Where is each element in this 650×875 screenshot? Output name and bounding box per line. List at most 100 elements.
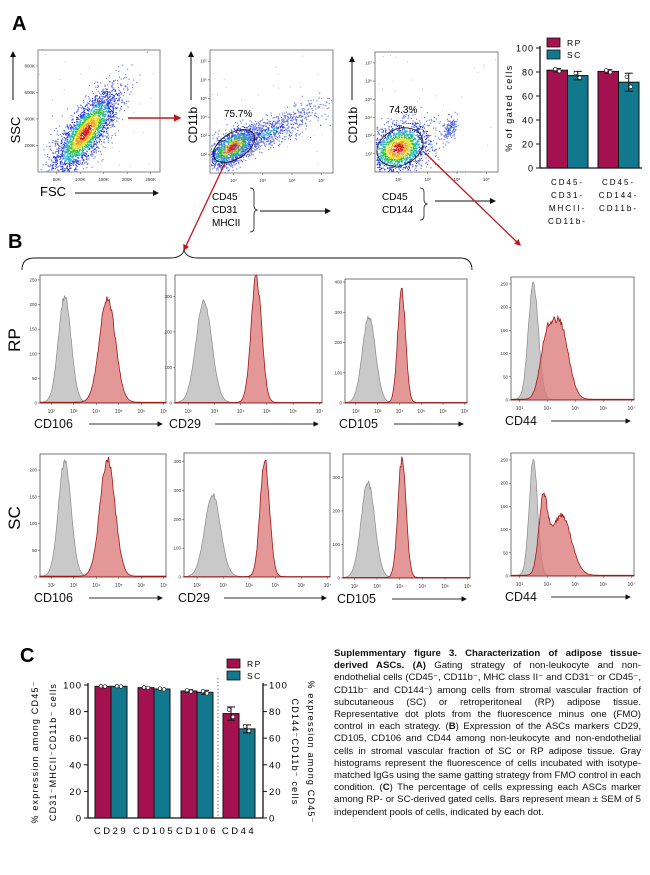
data-point	[145, 685, 151, 691]
x-tick-label: 200K	[122, 177, 133, 182]
x-tick-label: 10⁴	[454, 177, 461, 182]
y-tick-label: 20	[269, 787, 282, 798]
caption-title: Suplemmentary figure 3. Characterization…	[334, 648, 641, 672]
y-tick-label: 0	[528, 164, 534, 174]
y-tick-label: 80	[269, 707, 282, 718]
stained-histogram	[39, 456, 167, 578]
y-tick-label: 0	[76, 814, 82, 825]
x-tick-label: 10⁵	[263, 409, 271, 415]
y-tick-label: 200	[29, 468, 37, 473]
x-label-line: CD31	[212, 205, 238, 216]
bar-sc	[567, 75, 589, 169]
stained-histogram	[344, 287, 468, 404]
data-point	[557, 68, 562, 74]
x-tick-label: 10⁶	[441, 584, 449, 590]
data-point	[184, 688, 190, 693]
x-tick-label: 10²	[395, 177, 402, 182]
x-tick-label: 10⁶	[289, 409, 297, 415]
y-tick-label: 0	[505, 398, 508, 403]
x-tick-label: 10⁵	[271, 583, 279, 589]
gate-arrow	[424, 152, 521, 246]
x-tick-label: 10²	[193, 583, 201, 589]
y-tick-label: 100	[63, 681, 82, 692]
stained-histogram	[39, 296, 167, 404]
y-tick-label: 10⁶	[200, 77, 207, 82]
gate-percent: 75.7%	[224, 109, 252, 120]
data-point	[200, 689, 206, 694]
x-tick-label: 10⁶	[289, 178, 296, 183]
x-tick-label: 10⁴	[92, 409, 100, 415]
y-tick-label: 10⁵	[200, 96, 207, 101]
y-tick-label: 10²	[200, 152, 207, 157]
x-tick-label: 10⁵	[259, 178, 266, 183]
x-tick-label: 100K	[75, 177, 86, 182]
y-tick-label: 200	[29, 302, 37, 307]
y-tick-label: 250	[29, 277, 37, 282]
x-tick-label: 10⁴	[237, 409, 245, 415]
category-label: CD44	[222, 826, 256, 837]
data-point	[204, 691, 210, 696]
caption-c-label: C	[382, 782, 390, 794]
panel-label-a: A	[12, 13, 26, 35]
cd11b-axis-label: CD11b	[346, 106, 360, 143]
bar-sc	[238, 728, 256, 819]
stained-histogram	[174, 274, 323, 404]
gate-arrow	[183, 162, 226, 252]
x-label-line: CD45	[382, 192, 408, 203]
y-tick-label: 200	[173, 517, 181, 522]
y-tick-label: 0	[269, 814, 275, 825]
x-tick-label: 10⁶	[599, 582, 607, 588]
y-tick-label: 50	[32, 376, 38, 381]
y-tick-label: 600K	[24, 90, 35, 95]
y-tick-label: 200	[500, 481, 508, 486]
y-tick-label: 10⁴	[200, 115, 207, 120]
data-point	[157, 686, 163, 691]
y-tick-label: 60	[269, 734, 282, 745]
y-axis-label-right: % expression among CD45⁻	[306, 680, 316, 823]
x-tick-label: 10²	[48, 583, 56, 589]
legend-label: RP	[247, 659, 262, 669]
stained-histogram	[342, 456, 471, 579]
x-tick-label: 10⁷	[316, 409, 324, 415]
x-label-line: CD45	[212, 192, 238, 203]
x-tick-label: 10⁵	[571, 406, 579, 412]
y-tick-label: 100	[173, 546, 181, 551]
y-tick-label: 100	[516, 44, 534, 54]
x-tick-label: 10⁴	[230, 178, 237, 183]
y-tick-label: 10⁷	[200, 59, 207, 64]
y-tick-label: 300	[334, 310, 342, 315]
y-tick-label: 150	[29, 494, 37, 499]
category-label: CD11b-	[599, 204, 638, 213]
x-tick-label: 10⁴	[543, 406, 551, 412]
x-tick-label: 10³	[373, 584, 381, 590]
x-tick-label: 10⁵	[115, 409, 123, 415]
gate-percent: 74.3%	[389, 105, 417, 116]
y-axis-label-left: % expression among CD45⁻	[30, 680, 40, 823]
cd11b-axis-label: CD11b	[186, 106, 200, 143]
data-point	[628, 84, 633, 89]
data-point	[246, 728, 252, 733]
data-point	[553, 67, 558, 72]
y-tick-label: 50	[503, 550, 509, 555]
bar-chart-marker-expression: 0 20 40 60 80 100 0 20 40 60 80 100 CD29 CD105 CD106 CD…	[30, 658, 316, 837]
y-tick-label: 400K	[24, 116, 35, 121]
category-label: CD105	[133, 826, 175, 837]
y-axis-label-left: CD31⁻MHCII⁻CD11b⁻ cells	[48, 683, 58, 821]
x-tick-label: 10⁵	[571, 582, 579, 588]
legend-label: SC	[247, 671, 262, 681]
figure-caption: Suplemmentary figure 3. Characterization…	[334, 648, 641, 819]
legend-label: SC	[567, 50, 582, 60]
x-tick-label: 10⁴	[92, 583, 100, 589]
category-label: CD31-	[551, 191, 584, 200]
y-tick-label: 100	[164, 365, 172, 370]
marker-label: CD44	[505, 590, 537, 604]
x-tick-label: 10⁷	[318, 178, 325, 183]
legend-swatch-rp	[546, 37, 561, 48]
marker-label: CD44	[505, 414, 537, 428]
y-tick-label: 100	[500, 527, 508, 532]
caption-b-text: ) Expression of the ASCs markers CD29, C…	[334, 721, 641, 794]
x-tick-label: 10³	[516, 582, 524, 588]
x-tick-label: 10⁶	[137, 583, 145, 589]
histogram-sc-cd105: 0 100 200 300 10² 10³ 10⁴ 10⁵ 10⁶ 10⁷ CD105	[332, 453, 472, 606]
data-point	[242, 724, 248, 729]
